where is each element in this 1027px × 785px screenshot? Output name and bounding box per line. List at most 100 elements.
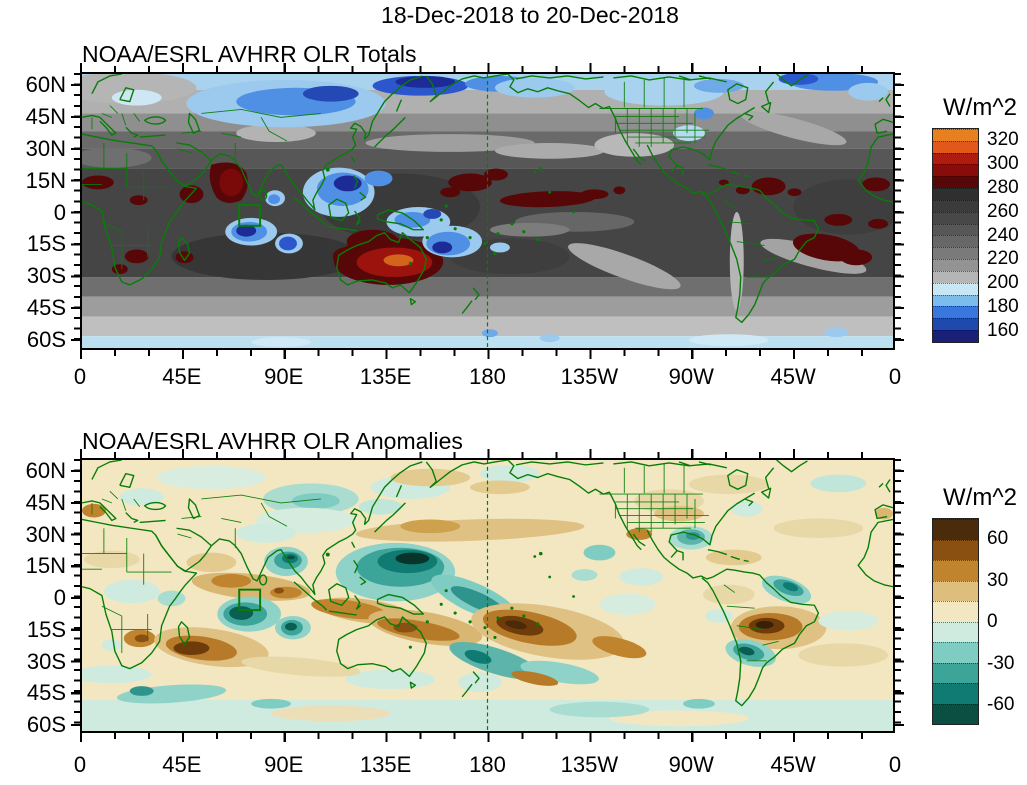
map-olr-totals [80, 72, 895, 350]
map-olr-anomalies [80, 458, 895, 733]
x-axis-ticks-bottom-minor-2 [80, 733, 895, 739]
y-axis-labels-anomalies: 60N 45N 30N 15N 0 15S 30S 45S 60S [0, 460, 72, 736]
page-title: 18-Dec-2018 to 20-Dec-2018 [381, 2, 679, 28]
colorbar-anomalies [932, 518, 979, 725]
colorbar-labels-anomalies: 60 30 0 -30 -60 [987, 528, 1027, 716]
y-axis-label: 30N [25, 135, 66, 161]
y-axis-label: 45S [26, 680, 66, 706]
x-axis-label: 90W [668, 752, 714, 777]
y-axis-label: 60N [25, 458, 66, 483]
colorbar-segment [933, 223, 978, 236]
world-map-anomalies-svg [82, 460, 893, 731]
colorbar-segment [933, 259, 978, 271]
colorbar-label: 260 [987, 200, 1019, 222]
colorbar-segment [933, 140, 978, 153]
y-axis-label: 60N [25, 72, 66, 97]
y-axis-ticks-left-minor-2 [74, 459, 80, 732]
x-axis-label: 0 [73, 364, 87, 389]
x-axis-label: 90E [264, 752, 304, 777]
panel-title-totals: NOAA/ESRL AVHRR OLR Totals [82, 41, 417, 67]
colorbar-labels-totals: 320 300 280 260 240 220 200 180 160 [987, 129, 1027, 342]
colorbar-label: 240 [987, 224, 1019, 246]
colorbar-segment [933, 601, 978, 622]
x-axis-label: 45W [770, 752, 816, 777]
x-axis-label: 135E [359, 752, 412, 777]
x-axis-label: 45E [162, 364, 202, 389]
olr-anomaly-field [82, 460, 893, 731]
y-axis-label: 30N [25, 521, 66, 547]
x-axis-ticks-top-minor [80, 66, 895, 72]
y-axis-label: 30S [26, 263, 66, 289]
y-axis-label: 45S [26, 295, 66, 321]
colorbar-segment [933, 270, 978, 283]
y-axis-label: 15S [26, 616, 66, 642]
x-axis-label: 0 [73, 752, 87, 777]
x-axis-label: 90W [668, 364, 714, 389]
colorbar-label: 320 [987, 129, 1019, 150]
colorbar-label: 180 [987, 296, 1019, 318]
x-axis-label: 90E [264, 364, 304, 389]
colorbar-label: 30 [987, 569, 1009, 591]
y-axis-label: 60S [26, 327, 66, 352]
colorbar-segment [933, 703, 978, 724]
x-axis-label: 45W [770, 364, 816, 389]
colorbar-segment [933, 176, 978, 189]
colorbar-segment [933, 330, 978, 342]
colorbar-segment [933, 188, 978, 200]
x-axis-label: 180 [469, 364, 506, 389]
colorbar-segment [933, 662, 978, 683]
colorbar-segment [933, 199, 978, 212]
x-axis-label: 180 [469, 752, 506, 777]
colorbar-segment [933, 164, 978, 177]
x-axis-ticks-top-minor-2 [80, 452, 895, 458]
colorbar-label: 300 [987, 152, 1019, 174]
colorbar-segment [933, 683, 978, 704]
colorbar-label: -60 [987, 694, 1015, 715]
colorbar-segment [933, 247, 978, 260]
colorbar-segment [933, 282, 978, 295]
y-axis-label: 60S [26, 712, 66, 737]
colorbar-segment [933, 642, 978, 663]
y-axis-label: 45N [25, 489, 66, 515]
y-axis-label: 0 [53, 585, 66, 610]
colorbar-segment [933, 621, 978, 642]
world-map-totals-svg [82, 74, 893, 348]
x-axis-label: 135W [560, 752, 619, 777]
colorbar-segment [933, 152, 978, 165]
colorbar-label: 160 [987, 320, 1019, 341]
colorbar-segment [933, 294, 978, 307]
colorbar-segment [933, 580, 978, 601]
x-axis-label: 45E [162, 752, 202, 777]
colorbar-label: 0 [987, 611, 998, 632]
colorbar-label: 200 [987, 272, 1019, 294]
y-axis-label: 30S [26, 648, 66, 674]
olr-total-field [82, 74, 893, 348]
colorbar-segment [933, 211, 978, 224]
y-axis-label: 45N [25, 103, 66, 129]
x-axis-label: 135E [359, 364, 412, 389]
colorbar-label: 60 [987, 528, 1009, 549]
colorbar-segment [933, 235, 978, 248]
x-axis-labels-anomalies: 0 45E 90E 135E 180 135W 90W 45W 0 [50, 752, 925, 778]
x-axis-label: 135W [560, 364, 619, 389]
colorbar-segment [933, 560, 978, 581]
y-axis-label: 15S [26, 231, 66, 257]
colorbar-label: -30 [987, 652, 1015, 674]
colorbar-unit-label-totals: W/m^2 [943, 94, 1017, 121]
colorbar-unit-label-anomalies: W/m^2 [943, 484, 1017, 511]
colorbar-segment [933, 519, 978, 540]
colorbar-segment [933, 539, 978, 560]
y-axis-labels-totals: 60N 45N 30N 15N 0 15S 30S 45S 60S [0, 74, 72, 351]
x-axis-ticks-bottom-minor [80, 350, 895, 356]
y-axis-ticks-right-minor [895, 73, 901, 349]
y-axis-label: 15N [25, 553, 66, 579]
colorbar-totals [932, 128, 979, 343]
y-axis-label: 15N [25, 167, 66, 193]
x-axis-label: 0 [888, 752, 902, 777]
colorbar-label: 220 [987, 248, 1019, 270]
colorbar-segment [933, 306, 978, 319]
colorbar-label: 280 [987, 176, 1019, 198]
y-axis-label: 0 [53, 199, 66, 225]
x-axis-label: 0 [888, 364, 902, 389]
